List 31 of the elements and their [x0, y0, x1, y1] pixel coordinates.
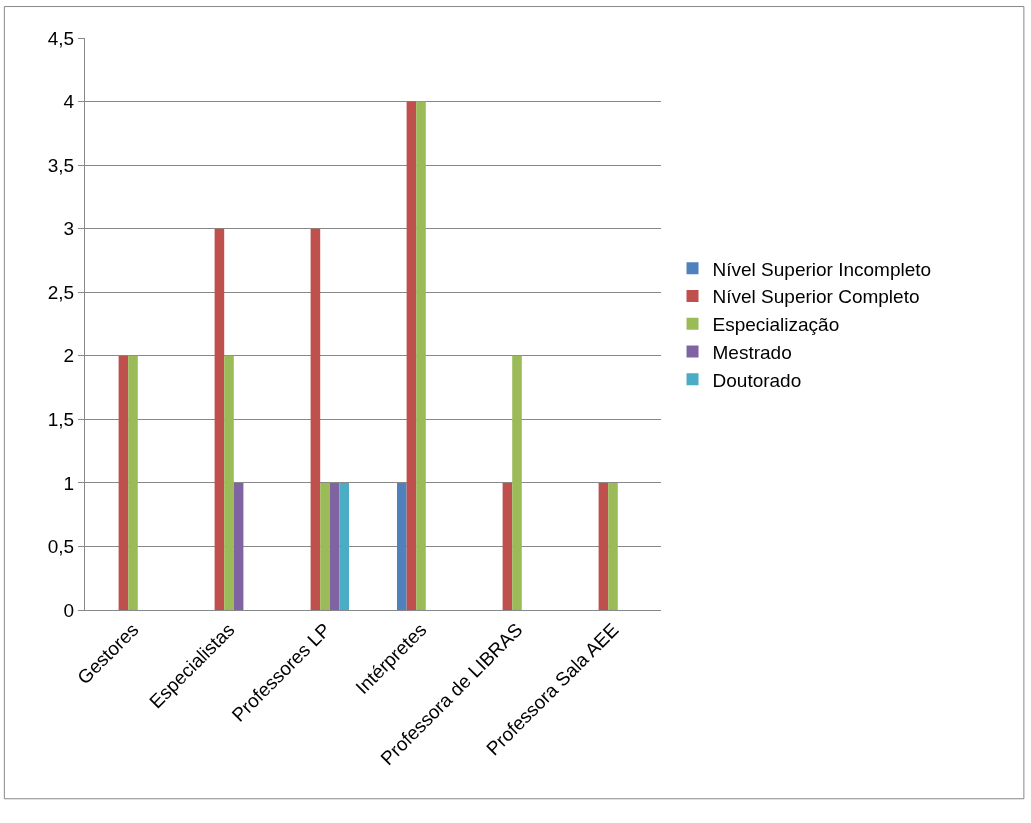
bar [502, 482, 513, 610]
y-tick-label: 1,5 [47, 408, 75, 430]
y-tick-label: 2,5 [47, 281, 75, 303]
y-tick-label: 0 [63, 599, 75, 621]
y-tick-label: 4,5 [47, 27, 75, 49]
bar [598, 482, 609, 610]
bar [416, 101, 426, 610]
y-tick-label: 2 [63, 345, 75, 367]
legend-label: Especialização [712, 314, 840, 336]
y-tick-label: 3 [63, 218, 75, 240]
legend-label: Doutorado [712, 369, 802, 391]
bar [512, 355, 522, 610]
bar [310, 228, 321, 610]
bar [128, 355, 138, 610]
y-tick-label: 4 [63, 91, 75, 113]
bar [214, 228, 225, 610]
legend-label: Nível Superior Completo [712, 286, 920, 308]
bar [608, 482, 618, 610]
bar [320, 482, 330, 610]
y-tick-label: 3,5 [47, 154, 75, 176]
bar [329, 482, 340, 610]
legend-label: Nível Superior Incompleto [712, 258, 932, 280]
bar [397, 482, 407, 610]
bar [233, 482, 244, 610]
bar [339, 482, 349, 610]
bar [224, 355, 234, 610]
legend-label: Mestrado [712, 341, 792, 363]
y-tick-label: 0,5 [47, 536, 75, 558]
bar [118, 355, 129, 610]
bar [406, 101, 417, 610]
y-tick-label: 1 [63, 472, 75, 494]
